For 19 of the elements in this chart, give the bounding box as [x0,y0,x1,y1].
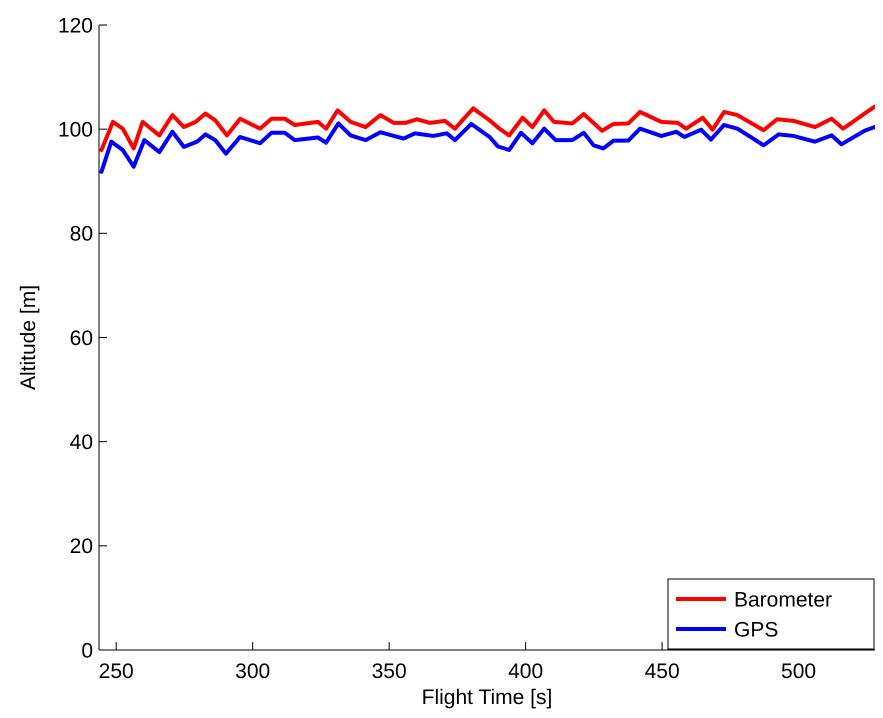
x-tick-label: 300 [235,660,270,683]
x-axis-title: Flight Time [s] [422,686,552,709]
y-tick-label: 80 [70,222,93,246]
line-series [99,104,875,152]
y-tick-label: 40 [70,431,93,454]
y-tick-label: 60 [70,326,93,350]
y-tick-label: 0 [81,639,93,662]
y-axis-title: Altitude [m] [17,284,40,390]
x-tick-label: 500 [781,660,816,683]
x-tick-label: 400 [508,660,544,683]
line-series [99,121,875,174]
y-tick-label: 20 [70,535,93,558]
y-tick-label: 100 [58,118,93,142]
legend-label: GPS [734,618,778,642]
x-tick-label: 450 [644,660,680,683]
x-tick-label: 250 [98,660,134,683]
legend-label: Barometer [734,588,832,612]
y-tick-label: 120 [58,14,93,38]
x-tick-label: 350 [372,660,407,683]
